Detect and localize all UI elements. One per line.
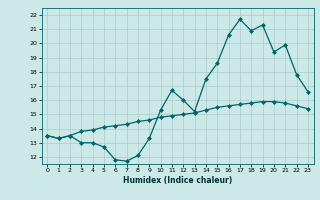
X-axis label: Humidex (Indice chaleur): Humidex (Indice chaleur) — [123, 176, 232, 185]
